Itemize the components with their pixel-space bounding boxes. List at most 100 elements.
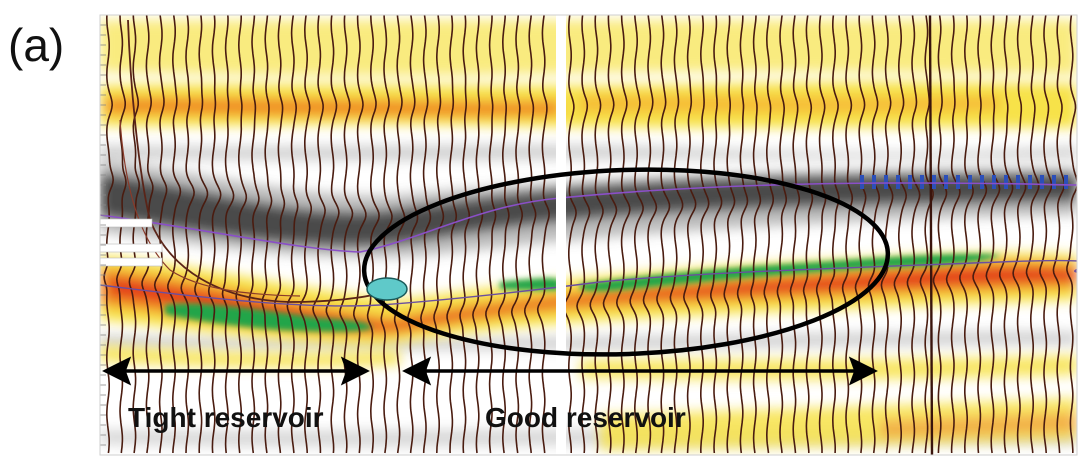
section-gap bbox=[556, 15, 566, 455]
wiggle-trace bbox=[325, 15, 340, 454]
wiggle-trace bbox=[615, 15, 631, 454]
wiggle-trace bbox=[682, 15, 697, 454]
blue-marker bbox=[944, 175, 948, 189]
wiggle-trace bbox=[352, 15, 367, 454]
blue-marker bbox=[872, 175, 876, 189]
blue-marker bbox=[992, 175, 996, 189]
secondary-well-path bbox=[119, 119, 301, 297]
wiggle-trace bbox=[776, 15, 787, 454]
wiggle-trace bbox=[736, 15, 749, 454]
wiggle-trace bbox=[709, 15, 723, 454]
blue-marker bbox=[932, 175, 936, 189]
blue-marker bbox=[908, 175, 912, 189]
wiggle-trace bbox=[248, 15, 260, 454]
wiggle-trace bbox=[459, 15, 471, 454]
wiggle-trace bbox=[261, 15, 273, 454]
wiggle-trace bbox=[723, 15, 736, 454]
wiggle-trace bbox=[919, 15, 934, 454]
wiggle-trace bbox=[1012, 15, 1027, 454]
wiggle-trace bbox=[485, 15, 497, 454]
tight-reservoir-label: Tight reservoir bbox=[128, 402, 324, 433]
wiggle-traces bbox=[103, 15, 1077, 455]
good-reservoir-ellipse bbox=[361, 167, 891, 357]
wiggle-trace bbox=[207, 15, 222, 454]
wiggle-trace bbox=[959, 15, 974, 454]
wiggle-trace bbox=[393, 15, 406, 454]
blue-marker bbox=[980, 175, 984, 189]
wiggle-trace bbox=[906, 15, 921, 454]
good-reservoir-label: Good reservoir bbox=[485, 402, 686, 433]
wiggle-trace bbox=[497, 15, 510, 454]
wiggle-trace bbox=[589, 15, 604, 454]
wiggle-trace bbox=[972, 15, 988, 454]
wiggle-trace bbox=[180, 15, 195, 454]
wiggle-trace bbox=[828, 15, 840, 454]
wiggle-trace bbox=[789, 15, 801, 454]
wiggle-trace bbox=[510, 15, 524, 454]
blue-marker bbox=[860, 175, 864, 189]
wiggle-trace bbox=[153, 15, 168, 454]
blue-marker bbox=[1052, 175, 1056, 189]
blue-marker bbox=[1028, 175, 1032, 189]
wiggle-trace bbox=[366, 15, 380, 454]
wiggle-trace bbox=[536, 15, 550, 454]
wiggle-trace bbox=[128, 15, 141, 454]
wiggle-trace bbox=[854, 15, 867, 454]
wiggle-trace bbox=[299, 15, 312, 454]
blue-marker bbox=[1016, 175, 1020, 189]
wiggle-trace bbox=[880, 15, 894, 454]
wiggle-trace bbox=[656, 15, 671, 454]
wiggle-trace bbox=[629, 15, 644, 454]
wiggle-trace bbox=[841, 15, 854, 454]
wiggle-trace bbox=[696, 15, 710, 454]
wiggle-trace bbox=[1066, 15, 1077, 453]
well-labels bbox=[100, 218, 163, 267]
wiggle-trace bbox=[750, 15, 762, 454]
wiggle-trace bbox=[312, 15, 326, 453]
blue-markers bbox=[860, 175, 1068, 189]
wiggle-trace bbox=[1052, 15, 1066, 454]
wiggle-trace bbox=[286, 15, 299, 454]
blue-marker bbox=[1064, 175, 1068, 189]
wiggle-trace bbox=[141, 15, 154, 454]
wiggle-trace bbox=[167, 15, 182, 454]
wiggle-trace bbox=[194, 15, 209, 454]
left-tick-marks bbox=[100, 24, 106, 446]
wiggle-trace bbox=[945, 15, 961, 454]
wiggle-trace bbox=[893, 15, 908, 454]
wiggle-trace bbox=[406, 15, 419, 454]
blue-marker bbox=[920, 175, 924, 189]
wiggle-trace bbox=[563, 15, 577, 453]
panel-label: (a) bbox=[8, 19, 65, 71]
wiggle-trace bbox=[669, 15, 684, 454]
wiggle-trace bbox=[602, 15, 618, 454]
wiggle-trace bbox=[763, 15, 774, 454]
wiggle-trace bbox=[576, 15, 591, 454]
tight-reservoir-arrow bbox=[102, 356, 370, 386]
wiggle-trace bbox=[103, 15, 115, 454]
wiggle-trace bbox=[642, 15, 658, 454]
section-frame bbox=[99, 14, 1078, 456]
wiggle-trace bbox=[1025, 15, 1040, 454]
blue-marker bbox=[896, 175, 900, 189]
blue-marker bbox=[884, 175, 888, 189]
wiggle-trace bbox=[999, 15, 1014, 454]
blue-marker bbox=[1004, 175, 1008, 189]
well-trace-line bbox=[928, 15, 934, 455]
wiggle-trace bbox=[802, 15, 814, 454]
wiggle-trace bbox=[985, 15, 1001, 454]
wiggle-trace bbox=[472, 15, 484, 454]
well-marker bbox=[366, 277, 408, 301]
blue-marker bbox=[1040, 175, 1044, 189]
wiggle-trace bbox=[932, 15, 948, 454]
blue-marker bbox=[968, 175, 972, 189]
wiggle-trace bbox=[1039, 15, 1053, 454]
wiggle-trace bbox=[815, 15, 827, 453]
wiggle-trace bbox=[433, 15, 445, 454]
blue-marker bbox=[956, 175, 960, 189]
well-path bbox=[127, 19, 386, 303]
wiggle-trace bbox=[446, 15, 458, 454]
wiggle-trace bbox=[867, 15, 881, 454]
wiggle-trace bbox=[523, 15, 537, 454]
